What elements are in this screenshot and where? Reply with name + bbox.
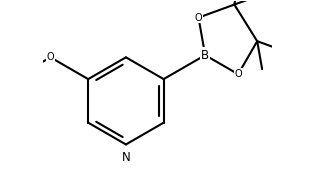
Text: N: N — [122, 150, 130, 164]
Text: O: O — [234, 69, 242, 79]
Text: O: O — [195, 13, 202, 23]
Text: O: O — [47, 52, 54, 62]
Text: B: B — [201, 49, 209, 62]
